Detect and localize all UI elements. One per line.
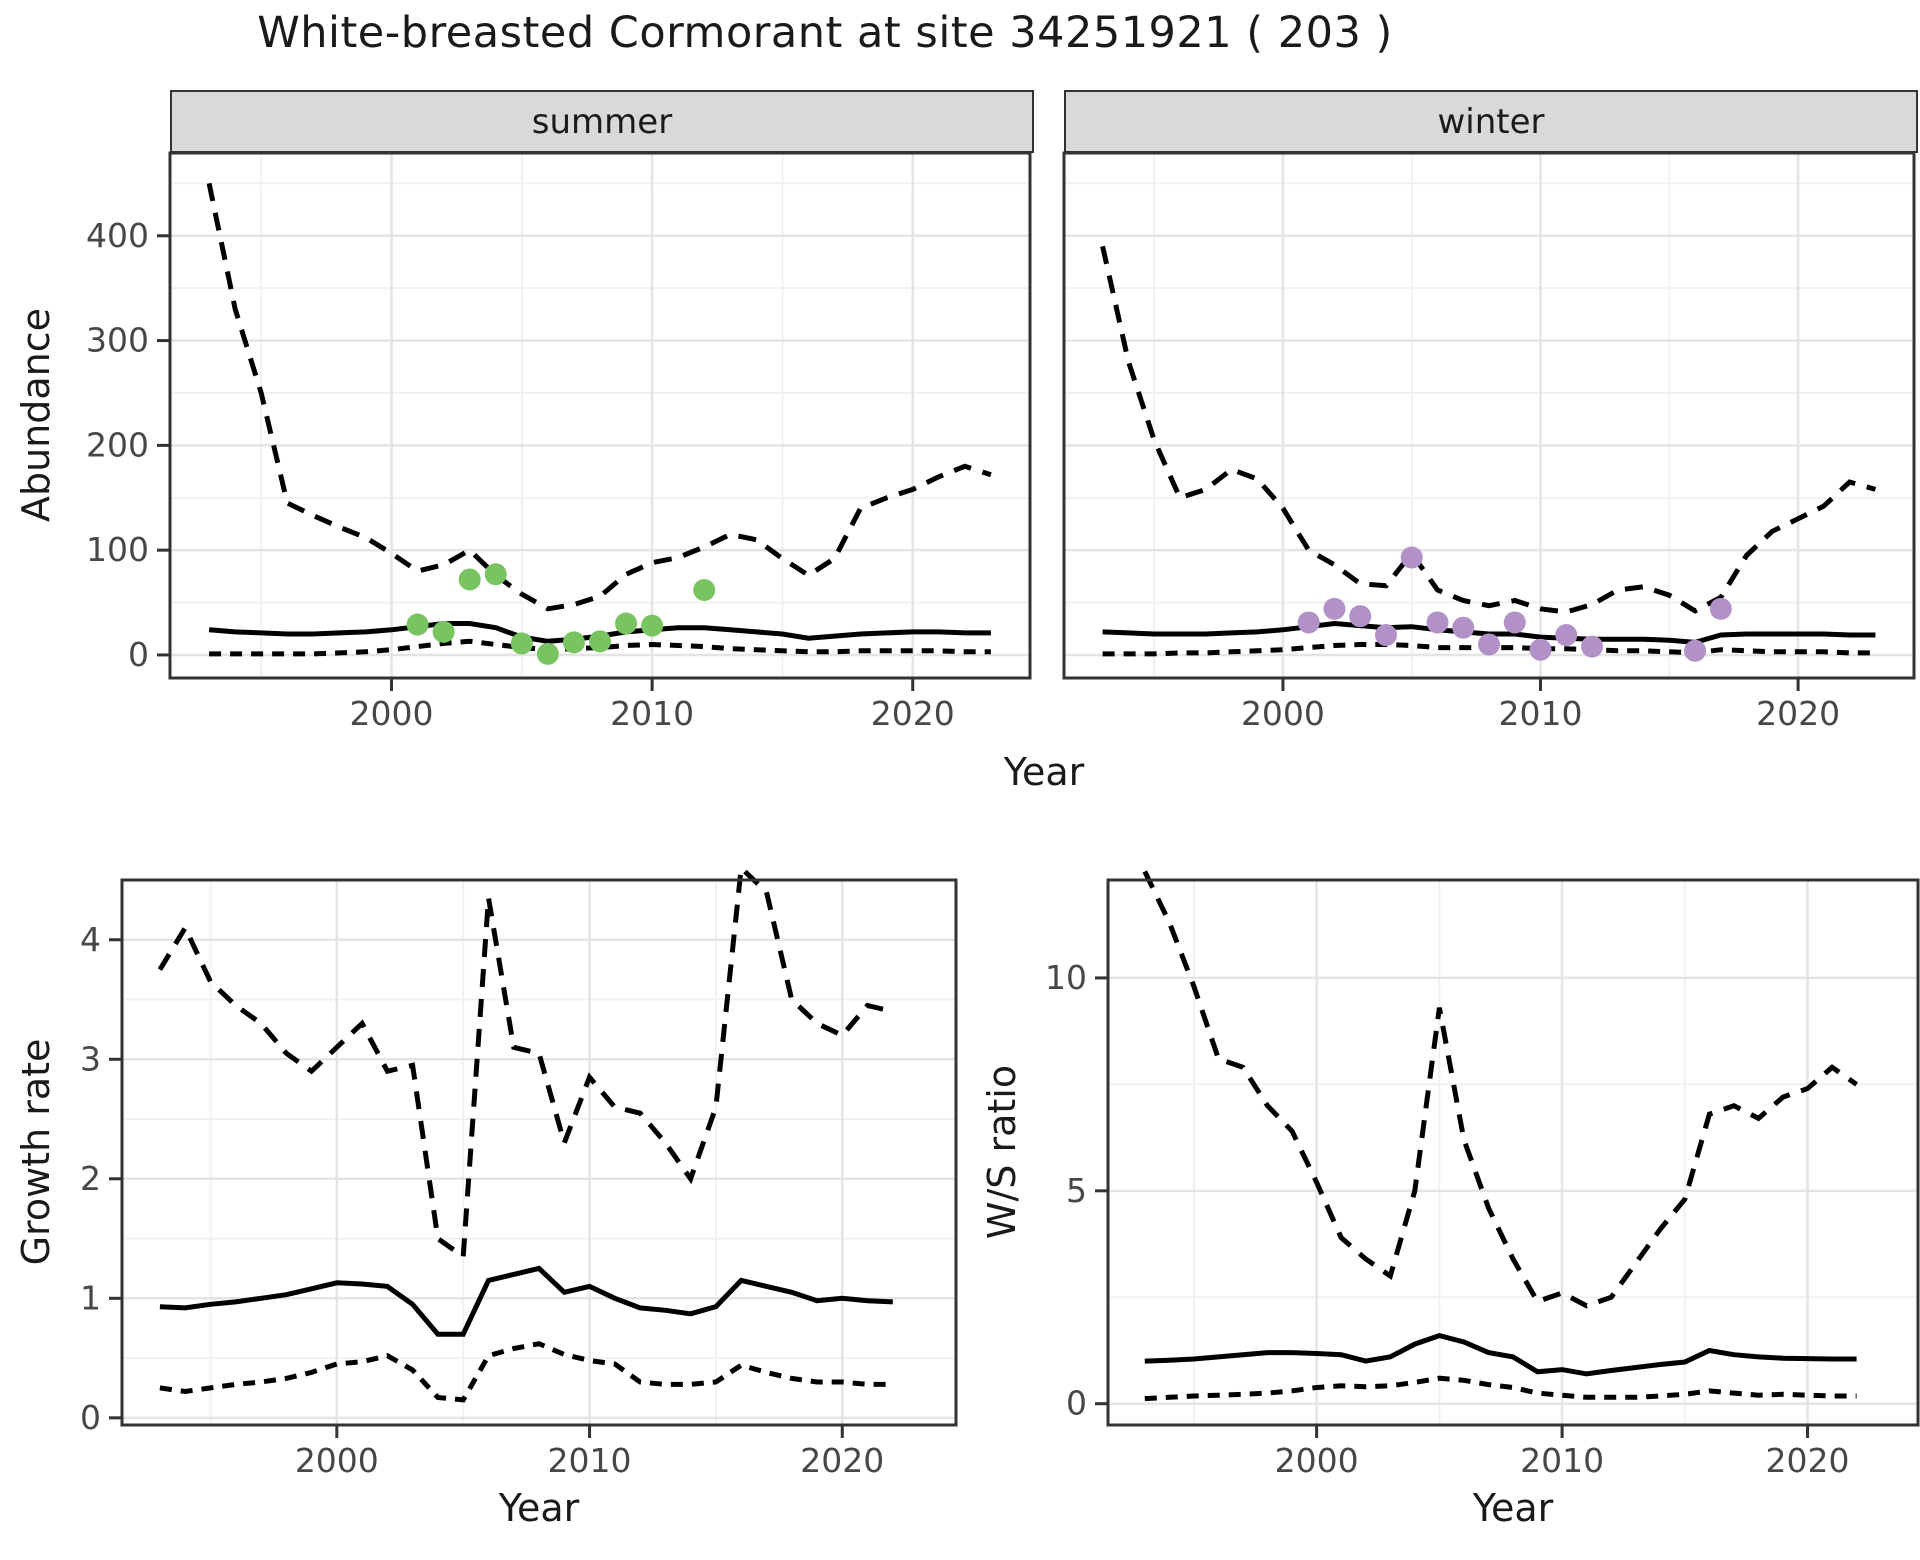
panel-growth: 2000 2010 2020 0 1 2 3 4 [80, 862, 958, 1480]
y-tick-label: 0 [80, 1398, 101, 1437]
series-lower_ci-growth [159, 1341, 893, 1403]
data-point [432, 620, 455, 643]
x-tick-label: 2000 [1241, 694, 1325, 733]
facet-strip-winter-label: winter [1437, 101, 1545, 142]
data-point [1709, 597, 1732, 620]
series-upper_ci-ws [1142, 870, 1859, 1309]
y-tick-label: 2 [80, 1159, 101, 1198]
data-point [1555, 624, 1578, 647]
data-point [589, 630, 611, 653]
y-tick-label: 0 [1066, 1384, 1087, 1423]
x-tick-label: 2010 [1520, 1441, 1604, 1480]
y-tick-label: 5 [1066, 1171, 1087, 1210]
x-tick-label: 2020 [1756, 694, 1840, 733]
facet-strip-winter: winter [1064, 90, 1918, 153]
series-upper_ci-winter [1100, 245, 1877, 615]
facet-strip-summer: summer [170, 90, 1034, 153]
facet-strip-summer-label: summer [531, 101, 673, 142]
data-point [458, 568, 481, 591]
observed-counts-summer [406, 563, 716, 665]
y-tick-label: 0 [128, 635, 149, 674]
panel-winter: 2000 2010 2020 [1062, 151, 1916, 733]
data-point [1684, 639, 1707, 662]
y-tick-label: 3 [80, 1039, 101, 1078]
y-axis-title-growth-rate: Growth rate [14, 1038, 58, 1266]
data-point [1478, 633, 1500, 656]
data-point [406, 613, 429, 636]
data-point [536, 642, 559, 665]
y-tick-label: 100 [86, 530, 149, 569]
data-point [510, 632, 533, 655]
data-point [1426, 611, 1449, 634]
data-point [1374, 624, 1397, 647]
x-axis-title-year-bottom-left: Year [498, 1486, 580, 1530]
x-axis-title-year-bottom-right: Year [1472, 1486, 1554, 1530]
data-point [693, 578, 716, 601]
data-point [1503, 611, 1526, 634]
data-point [1297, 611, 1320, 634]
data-point [1323, 597, 1346, 620]
data-point [641, 614, 664, 637]
data-point [484, 563, 507, 586]
x-tick-label: 2000 [350, 694, 434, 733]
y-tick-label: 300 [86, 321, 149, 360]
y-tick-label: 10 [1045, 958, 1087, 997]
y-tick-label: 200 [86, 425, 149, 464]
series-lower_ci-ws [1144, 1375, 1857, 1402]
data-point [1400, 546, 1423, 569]
x-axis-title-year-top: Year [1003, 750, 1085, 794]
plot-title: White-breasted Cormorant at site 3425192… [257, 8, 1393, 58]
series-upper_ci-growth [157, 862, 894, 1262]
x-tick-label: 2000 [1275, 1441, 1359, 1480]
x-tick-label: 2000 [295, 1441, 379, 1480]
data-point [1581, 635, 1604, 658]
x-tick-label: 2010 [610, 694, 694, 733]
x-tick-label: 2010 [548, 1441, 632, 1480]
panel-summer: 2000 2010 2020 0 100 200 300 400 [86, 151, 1032, 733]
y-axis-title-ws-ratio: W/S ratio [980, 1064, 1024, 1240]
data-point [1452, 616, 1475, 639]
x-tick-label: 2020 [1766, 1441, 1850, 1480]
series-lower_ci-summer [209, 638, 991, 657]
panel-ws: 2000 2010 2020 0 5 10 [1045, 870, 1920, 1480]
y-tick-label: 1 [80, 1278, 101, 1317]
x-tick-label: 2020 [800, 1441, 884, 1480]
observed-counts-winter [1297, 546, 1732, 662]
data-point [615, 612, 638, 635]
data-point [1349, 605, 1372, 628]
series-median-growth [159, 1265, 893, 1337]
y-tick-label: 4 [80, 920, 101, 959]
x-tick-label: 2010 [1499, 694, 1583, 733]
data-point [562, 631, 585, 654]
x-tick-label: 2020 [871, 694, 955, 733]
series-median-ws [1144, 1332, 1857, 1377]
y-axis-title-abundance: Abundance [14, 307, 58, 523]
data-point [1529, 638, 1552, 661]
y-tick-label: 400 [86, 216, 149, 255]
